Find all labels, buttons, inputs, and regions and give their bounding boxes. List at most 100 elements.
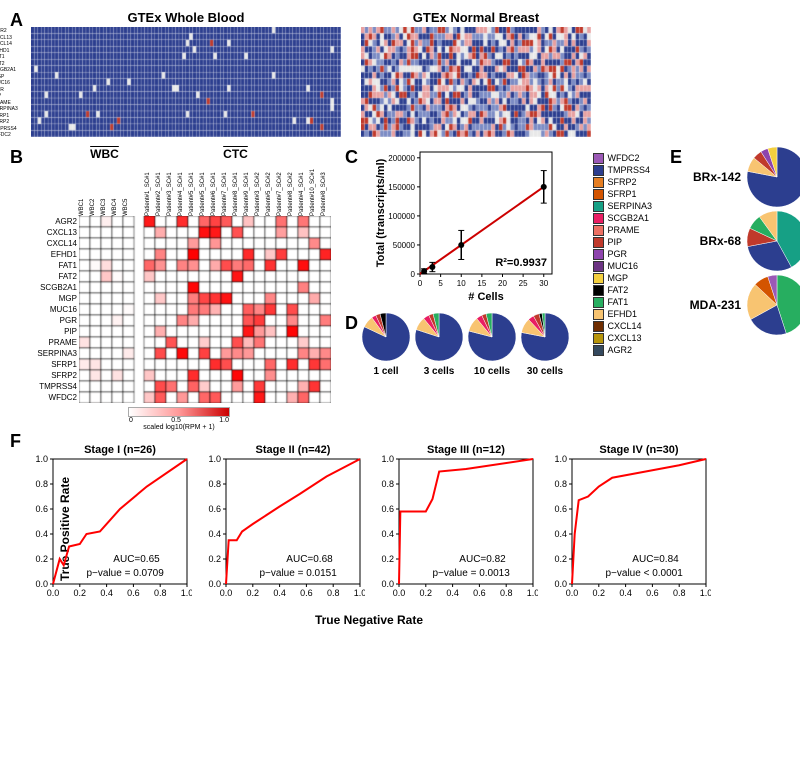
svg-text:0.2: 0.2: [554, 554, 567, 564]
column-label: Patient#4_SC#1: [299, 172, 305, 216]
svg-text:AUC=0.84: AUC=0.84: [632, 554, 679, 565]
pie-chart: BRx-68: [686, 211, 800, 271]
svg-text:50000: 50000: [393, 241, 416, 250]
svg-text:Stage II (n=42): Stage II (n=42): [256, 444, 331, 456]
gene-label: PGR: [27, 315, 77, 326]
legend-item: EFHD1: [593, 308, 652, 320]
legend-item: WFDC2: [593, 152, 652, 164]
svg-text:0.0: 0.0: [393, 588, 406, 598]
gene-label: SCGB2A1: [27, 282, 77, 293]
svg-text:0.2: 0.2: [420, 588, 433, 598]
svg-text:0.0: 0.0: [566, 588, 579, 598]
svg-text:0.2: 0.2: [208, 554, 221, 564]
column-label: Patient#4_SC#1: [178, 172, 184, 216]
column-label: Patient#2_SC#1: [156, 172, 162, 216]
svg-text:0.2: 0.2: [593, 588, 606, 598]
svg-text:0.6: 0.6: [554, 504, 567, 514]
svg-text:1.0: 1.0: [208, 454, 221, 464]
pie-chart: MDA-231: [686, 275, 800, 335]
svg-text:0.0: 0.0: [47, 588, 60, 598]
svg-text:0.4: 0.4: [208, 529, 221, 539]
svg-text:1.0: 1.0: [354, 588, 365, 598]
svg-text:0.4: 0.4: [619, 588, 632, 598]
pie-chart: BRx-142: [686, 147, 800, 207]
gene-label: MGP: [27, 293, 77, 304]
legend-item: PIP: [593, 236, 652, 248]
svg-text:0.6: 0.6: [473, 588, 486, 598]
svg-text:# Cells: # Cells: [468, 291, 503, 302]
legend-item: SERPINA3: [593, 200, 652, 212]
ctc-title: CTC: [142, 147, 329, 161]
column-label: Patient#3_SC#1: [167, 172, 173, 216]
svg-text:1.0: 1.0: [700, 588, 711, 598]
column-label: Patient#5_SC#1: [189, 172, 195, 216]
legend-item: FAT1: [593, 296, 652, 308]
gene-label: SERPINA3: [0, 106, 18, 113]
roc-plot: 0.00.00.20.20.40.40.60.60.80.81.01.0Stag…: [200, 441, 365, 611]
svg-text:1.0: 1.0: [381, 454, 394, 464]
gene-label: PRAME: [27, 337, 77, 348]
svg-text:p−value < 0.0001: p−value < 0.0001: [606, 568, 684, 579]
svg-text:0.2: 0.2: [74, 588, 87, 598]
heatmap-gtex-blood: GTEx Whole Blood AGR2CXCL13CXCL14EFHD1FA…: [31, 10, 341, 137]
svg-text:Total (transcripts/ml): Total (transcripts/ml): [375, 158, 387, 267]
pie-chart: 30 cells: [521, 313, 569, 377]
column-label: Patient#6_SC#1: [211, 172, 217, 216]
column-label: WBC2: [90, 199, 96, 216]
pie-row-d: 1 cell3 cells10 cells30 cells: [362, 313, 569, 377]
svg-text:0.8: 0.8: [327, 588, 340, 598]
column-label: Patient#10_SC#1: [310, 169, 316, 216]
legend-item: MGP: [593, 272, 652, 284]
svg-text:0.4: 0.4: [273, 588, 286, 598]
legend-item: SFRP2: [593, 176, 652, 188]
svg-text:200000: 200000: [388, 154, 415, 163]
legend-item: SFRP1: [593, 188, 652, 200]
svg-text:0.4: 0.4: [381, 529, 394, 539]
column-label: Patient#1_SC#1: [145, 172, 151, 216]
svg-text:0.2: 0.2: [247, 588, 260, 598]
heatmap-gtex-breast: GTEx Normal Breast: [361, 10, 591, 137]
svg-text:1.0: 1.0: [35, 454, 48, 464]
heatmap-title-breast: GTEx Normal Breast: [361, 10, 591, 25]
svg-text:0.4: 0.4: [446, 588, 459, 598]
gene-label: MUC16: [27, 304, 77, 315]
gene-label: SFRP2: [27, 370, 77, 381]
column-label: WBC3: [101, 199, 107, 216]
gene-label: FAT1: [27, 260, 77, 271]
column-label: Patient#3_SC#2: [255, 172, 261, 216]
panel-d-label: D: [345, 313, 358, 377]
gene-label: CXCL14: [27, 238, 77, 249]
gene-label: CXCL13: [27, 227, 77, 238]
svg-text:0.2: 0.2: [35, 554, 48, 564]
column-label: Patient#5_SC#1: [200, 172, 206, 216]
legend-item: FAT2: [593, 284, 652, 296]
pie-chart: 1 cell: [362, 313, 410, 377]
svg-text:Stage IV (n=30): Stage IV (n=30): [599, 444, 679, 456]
gene-label: PIP: [27, 326, 77, 337]
column-label: Patient#7_SC#1: [222, 172, 228, 216]
svg-text:0.4: 0.4: [35, 529, 48, 539]
gene-legend: WFDC2TMPRSS4SFRP2SFRP1SERPINA3SCGB2A1PRA…: [593, 152, 652, 356]
svg-text:0.8: 0.8: [208, 479, 221, 489]
roc-plot: 0.00.00.20.20.40.40.60.60.80.81.01.0Stag…: [546, 441, 711, 611]
svg-text:25: 25: [519, 279, 528, 288]
svg-text:R²=0.9937: R²=0.9937: [495, 257, 547, 269]
pie-col-e: BRx-142BRx-68MDA-231: [686, 147, 800, 335]
column-label: Patient#8_SC#2: [288, 172, 294, 216]
roc-plot: 0.00.00.20.20.40.40.60.60.80.81.01.0Stag…: [373, 441, 538, 611]
svg-text:150000: 150000: [388, 183, 415, 192]
svg-text:0.8: 0.8: [500, 588, 513, 598]
svg-text:0.6: 0.6: [35, 504, 48, 514]
legend-item: SCGB2A1: [593, 212, 652, 224]
wbc-title: WBC: [77, 147, 132, 161]
legend-item: PRAME: [593, 224, 652, 236]
gene-label: WFDC2: [0, 132, 18, 139]
pie-chart: 10 cells: [468, 313, 516, 377]
svg-text:Stage I (n=26): Stage I (n=26): [84, 444, 156, 456]
legend-item: TMPRSS4: [593, 164, 652, 176]
legend-item: AGR2: [593, 344, 652, 356]
svg-text:0.6: 0.6: [381, 504, 394, 514]
column-label: WBC4: [112, 199, 118, 216]
svg-text:0.0: 0.0: [220, 588, 233, 598]
panel-b-label: B: [10, 147, 23, 431]
